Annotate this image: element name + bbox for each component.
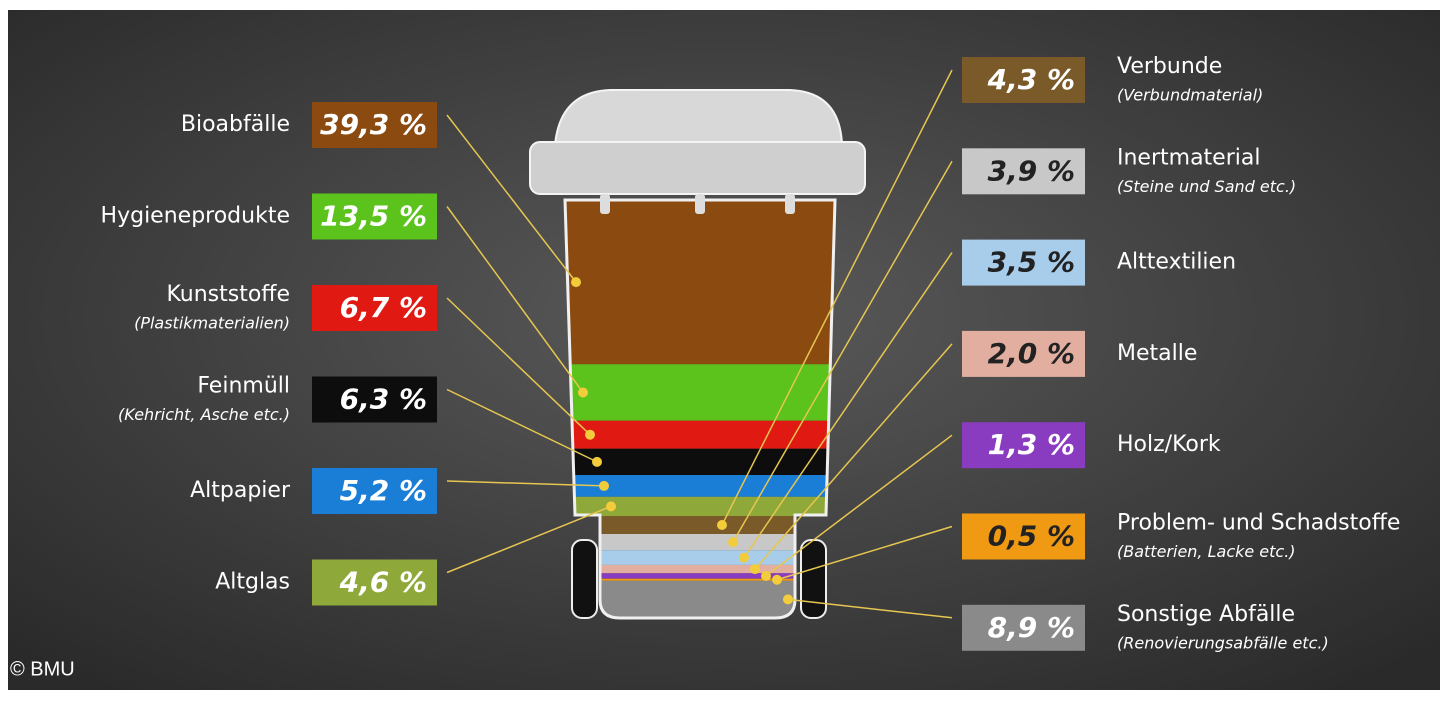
value-label: 3,5 % xyxy=(988,246,1075,279)
bin-layer xyxy=(560,200,840,364)
value-label: 4,6 % xyxy=(339,566,427,599)
peg xyxy=(600,194,610,214)
value-label: 8,9 % xyxy=(988,611,1075,644)
leader-dot xyxy=(772,575,782,585)
value-label: 2,0 % xyxy=(988,337,1075,370)
category-label: Altglas xyxy=(215,570,290,595)
value-label: 3,9 % xyxy=(988,154,1075,187)
category-label: Inertmaterial xyxy=(1117,145,1260,170)
value-label: 39,3 % xyxy=(320,108,427,141)
category-label: Metalle xyxy=(1117,341,1197,366)
category-label: Feinmüll xyxy=(197,374,290,399)
leader-dot xyxy=(585,430,595,440)
leader-dot xyxy=(739,553,749,563)
value-label: 0,5 % xyxy=(988,520,1075,553)
category-sublabel: (Batterien, Lacke etc.) xyxy=(1117,542,1296,561)
category-label: Alttextilien xyxy=(1117,250,1236,275)
bin-layer xyxy=(560,421,840,449)
leader-dot xyxy=(717,520,727,530)
category-sublabel: (Kehricht, Asche etc.) xyxy=(118,405,290,424)
value-label: 4,3 % xyxy=(987,63,1075,96)
category-sublabel: (Renovierungsabfälle etc.) xyxy=(1117,633,1329,652)
category-label: Altpapier xyxy=(190,478,291,503)
category-sublabel: (Plastikmaterialien) xyxy=(134,314,290,333)
value-label: 6,7 % xyxy=(340,291,427,324)
leader-dot xyxy=(728,537,738,547)
category-label: Problem- und Schadstoffe xyxy=(1117,511,1400,536)
leader-dot xyxy=(606,501,616,511)
wheel xyxy=(801,540,826,618)
peg xyxy=(695,194,705,214)
category-sublabel: (Steine und Sand etc.) xyxy=(1117,177,1296,196)
category-label: Verbunde xyxy=(1117,54,1222,79)
leader-dot xyxy=(592,457,602,467)
category-label: Hygieneprodukte xyxy=(101,204,290,229)
leader-dot xyxy=(750,564,760,574)
leader-dot xyxy=(578,387,588,397)
category-label: Sonstige Abfälle xyxy=(1117,602,1295,627)
wheel xyxy=(572,540,597,618)
credit: © BMU xyxy=(10,658,75,680)
value-label: 5,2 % xyxy=(340,474,427,507)
peg xyxy=(785,194,795,214)
value-label: 1,3 % xyxy=(988,428,1075,461)
infographic: © BMU 39,3 % Bioabfälle 13,5 % Hygieneprodu… xyxy=(0,0,1445,713)
lid xyxy=(530,142,865,194)
leader-dot xyxy=(599,481,609,491)
category-label: Holz/Kork xyxy=(1117,432,1221,457)
category-sublabel: (Verbundmaterial) xyxy=(1117,86,1263,105)
lid-top xyxy=(555,90,842,145)
value-label: 6,3 % xyxy=(340,383,427,416)
bin-layer xyxy=(560,497,840,516)
leader-dot xyxy=(761,571,771,581)
bin-layer xyxy=(560,364,840,420)
category-label: Bioabfälle xyxy=(181,112,290,137)
leader-dot xyxy=(783,594,793,604)
value-label: 13,5 % xyxy=(320,200,427,233)
category-label: Kunststoffe xyxy=(166,282,290,307)
leader-dot xyxy=(571,277,581,287)
